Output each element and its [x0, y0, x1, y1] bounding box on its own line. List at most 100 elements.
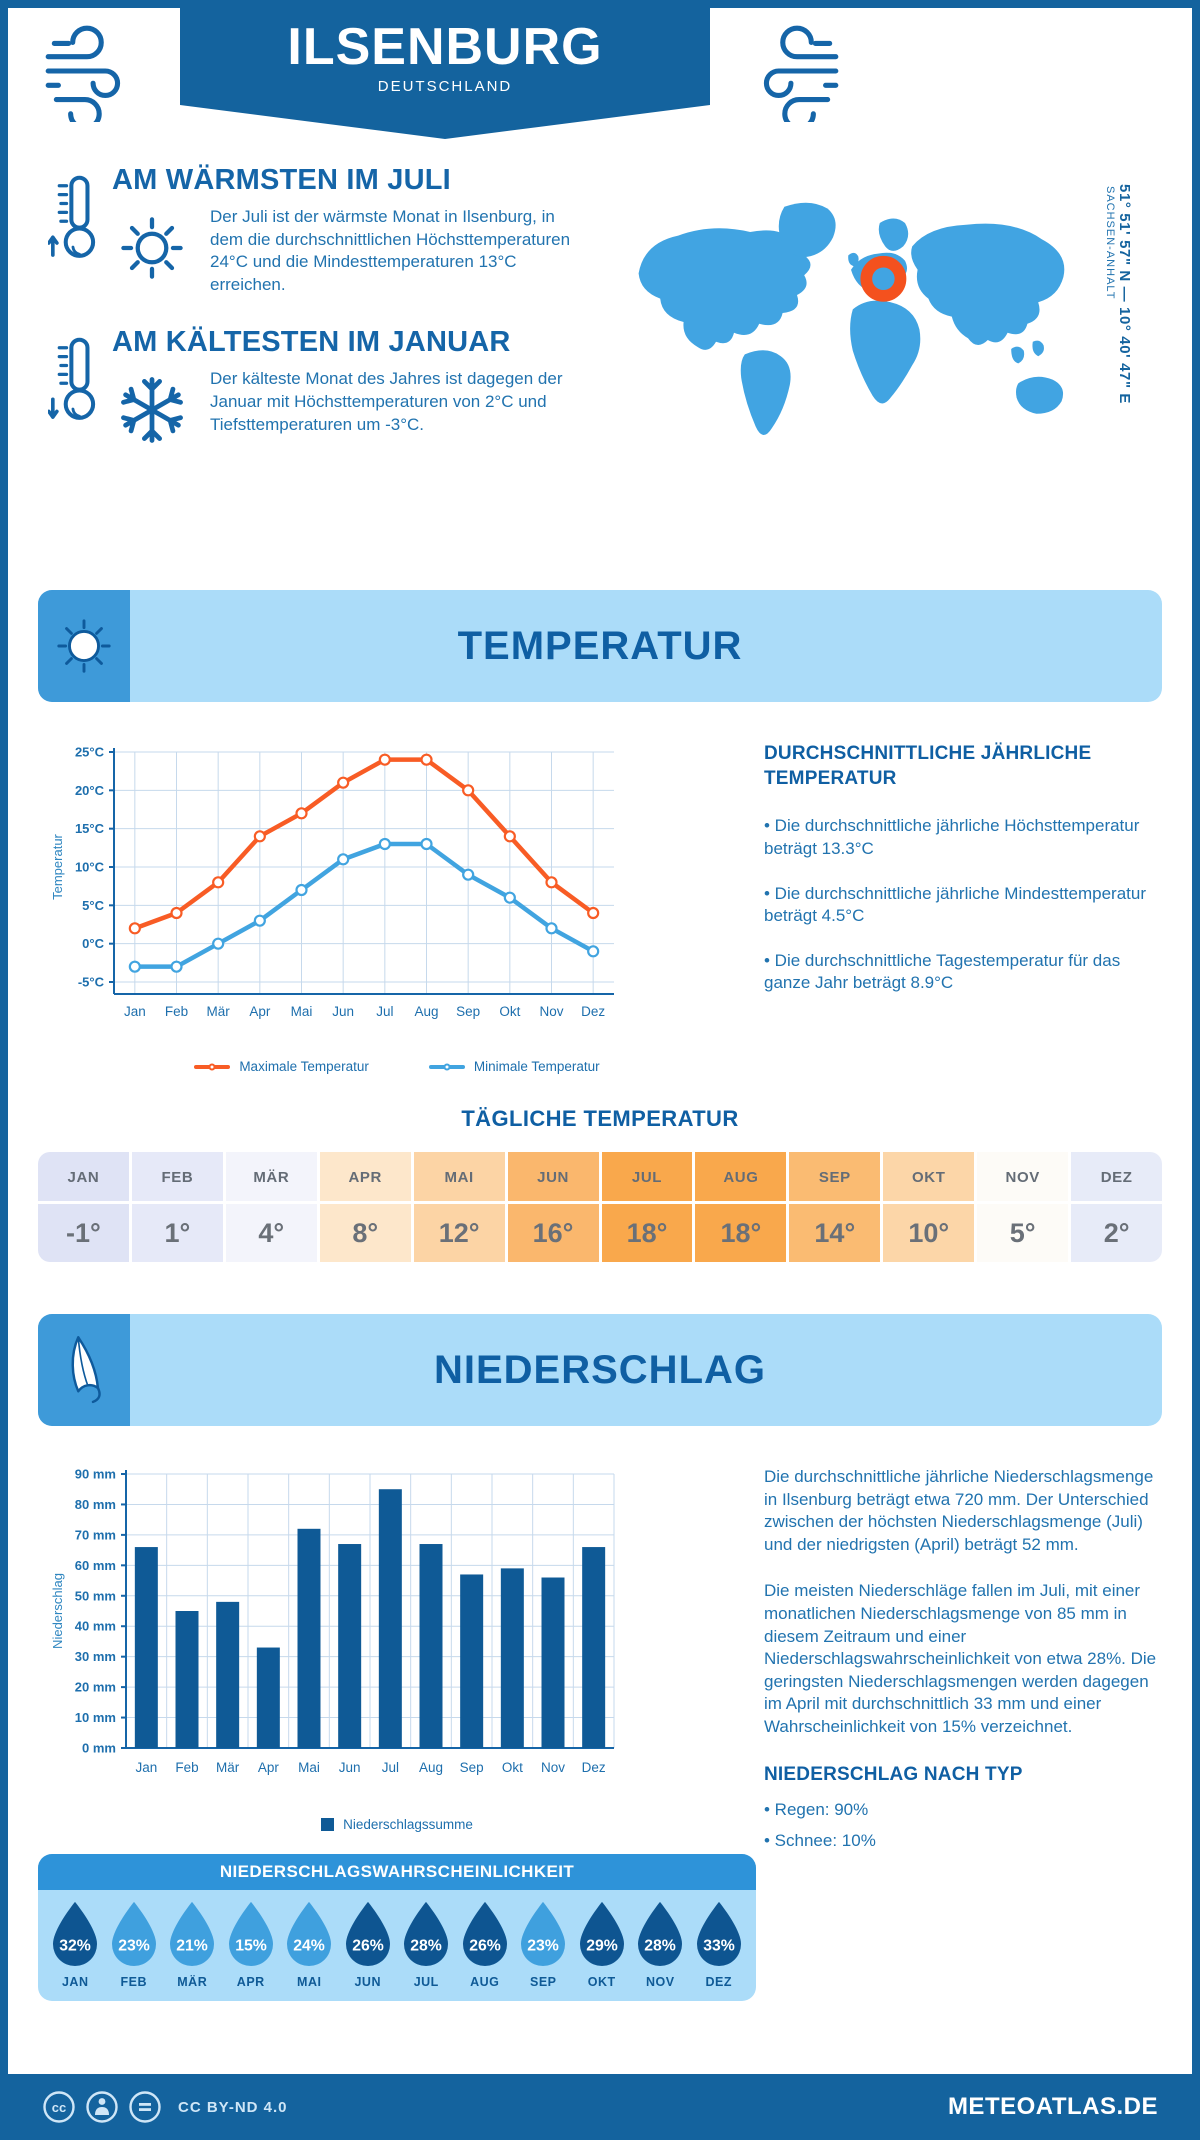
x-tick-label: Apr	[249, 1004, 271, 1019]
raindrop-icon: 21%	[170, 1901, 215, 1967]
bar	[500, 1568, 524, 1748]
bar	[256, 1647, 280, 1748]
legend-line-swatch	[194, 1063, 231, 1070]
y-tick-label: 20°C	[75, 783, 105, 798]
bar	[338, 1544, 362, 1748]
x-tick-label: Dez	[581, 1004, 605, 1019]
probability-month-label: JUL	[413, 1975, 439, 1989]
umbrella-icon	[71, 1336, 101, 1404]
raindrop-shape	[638, 1901, 683, 1967]
cc-nd-icon	[129, 2091, 161, 2123]
precip-paragraph: Die meisten Niederschläge fallen im Juli…	[764, 1581, 1157, 1737]
coordinates-text: 51° 51' 57" N — 10° 40' 47" E	[1116, 184, 1133, 405]
raindrop-icon: 29%	[579, 1901, 624, 1967]
y-tick-label: 10 mm	[75, 1710, 116, 1725]
data-point	[420, 753, 433, 766]
intro-section: AM WÄRMSTEN IM JULI Der Juli ist der wär…	[8, 140, 1192, 586]
precipitation-legend: Niederschlagssumme	[38, 1817, 756, 1832]
probability-drop-item: 33% DEZ	[690, 1900, 749, 1989]
probability-month-label: SEP	[529, 1975, 557, 1989]
month-header-cell: DEZ	[1071, 1152, 1162, 1204]
sun-icon	[121, 217, 183, 279]
legend-dot	[443, 1063, 451, 1070]
data-point	[170, 960, 183, 973]
x-tick-label: Apr	[258, 1760, 280, 1775]
y-tick-label: -5°C	[78, 975, 105, 990]
raindrop-icon: 32%	[53, 1901, 98, 1967]
data-point	[545, 922, 558, 935]
precipitation-probability-panel: NIEDERSCHLAGSWAHRSCHEINLICHKEIT 32% JAN 23…	[38, 1854, 756, 2001]
data-point	[378, 837, 391, 851]
precipitation-section: 0 mm 10 mm 20 mm 30 mm 40 mm 50 mm 60 mm 70 mm 8…	[8, 1426, 1192, 2001]
footer: cc CC BY-ND 4.0 METEOATLAS.DE	[8, 2074, 1192, 2140]
raindrop-shape	[170, 1901, 215, 1967]
raindrop-shape	[287, 1901, 332, 1967]
probability-drop-item: 15% APR	[222, 1900, 281, 1989]
raindrop-shape	[111, 1901, 156, 1967]
license-label: CC BY-ND 4.0	[178, 2098, 288, 2116]
raindrop-shape	[404, 1901, 449, 1967]
banner-point	[180, 105, 710, 139]
location-marker	[860, 255, 907, 302]
data-point	[170, 906, 183, 920]
probability-value: 26%	[352, 1938, 384, 1955]
legend-dot	[208, 1063, 216, 1070]
svg-text:cc: cc	[52, 2100, 66, 2115]
x-tick-label: Jun	[332, 1004, 354, 1019]
site-name: METEOATLAS.DE	[947, 2093, 1158, 2120]
legend-label: Maximale Temperatur	[239, 1059, 369, 1074]
map-column: 51° 51' 57" N — 10° 40' 47" E SACHSEN-AN…	[626, 164, 1192, 586]
cc-icon: cc	[43, 2091, 75, 2123]
probability-drops-row: 32% JAN 23% FEB 21% MÄR 15% APR 24% MAI 26% JUN 28% J…	[38, 1890, 756, 2001]
y-tick-label: 50 mm	[75, 1588, 116, 1603]
bar	[541, 1577, 565, 1748]
banner-icon-box	[38, 1314, 130, 1426]
raindrop-icon: 23%	[111, 1901, 156, 1967]
region-text: SACHSEN-ANHALT	[1104, 186, 1116, 300]
y-tick-label: 70 mm	[75, 1527, 116, 1542]
month-value-cell: 8°	[319, 1204, 414, 1262]
x-tick-label: Jun	[339, 1760, 361, 1775]
month-values-row: -1° 1° 4° 8° 12° 16° 18° 18° 14° 10° 5° 2°	[38, 1204, 1162, 1262]
page-title: ILSENBURG	[287, 18, 603, 76]
probability-title: NIEDERSCHLAGSWAHRSCHEINLICHKEIT	[38, 1854, 756, 1890]
raindrop-icon: 33%	[696, 1901, 741, 1967]
temperature-chart-column: -5°C 0°C 5°C 10°C 15°C 20°C 25°C Jan Feb Mär Apr Ma…	[38, 736, 756, 1074]
raindrop-icon: 26%	[462, 1901, 507, 1967]
x-tick-label: Sep	[456, 1004, 480, 1019]
raindrop-icon: 23%	[521, 1901, 566, 1967]
raindrop-shape	[462, 1901, 507, 1967]
x-tick-label: Jul	[382, 1760, 399, 1775]
month-value-cell: 14°	[789, 1204, 884, 1262]
raindrop-shape	[579, 1901, 624, 1967]
raindrop-shape	[521, 1901, 566, 1967]
data-point	[295, 807, 308, 820]
y-tick-label: 90 mm	[75, 1467, 116, 1482]
temperature-legend: Maximale Temperatur Minimale Temperatur	[38, 1059, 756, 1074]
warmest-text: Der Juli ist der wärmste Monat in Ilsenb…	[210, 207, 571, 294]
title-banner: ILSENBURG DEUTSCHLAND	[180, 8, 710, 139]
month-header-cell: JUL	[601, 1152, 696, 1204]
month-header-cell: FEB	[131, 1152, 226, 1204]
month-value-cell: 5°	[977, 1204, 1072, 1262]
y-tick-label: 25°C	[75, 745, 105, 760]
geo-coordinates-block: 51° 51' 57" N — 10° 40' 47" E SACHSEN-AN…	[1104, 170, 1133, 500]
daily-temperature-table: JAN FEB MÄR APR MAI JUN JUL AUG SEP OKT NOV DEZ -1°…	[38, 1152, 1162, 1262]
y-tick-label: 15°C	[75, 821, 105, 836]
temperature-banner: TEMPERATUR	[38, 590, 1162, 702]
x-tick-label: Dez	[582, 1760, 606, 1775]
x-tick-label: Feb	[175, 1760, 198, 1775]
probability-month-label: MÄR	[177, 1975, 208, 1989]
probability-month-label: APR	[236, 1975, 265, 1989]
probability-drop-item: 28% JUL	[397, 1900, 456, 1989]
x-tick-label: Jan	[124, 1004, 146, 1019]
probability-month-label: DEZ	[705, 1975, 732, 1989]
data-point	[128, 960, 141, 973]
y-tick-label: 60 mm	[75, 1558, 116, 1573]
thermometer-down-icon	[48, 338, 96, 421]
month-value-cell: 1°	[131, 1204, 226, 1262]
data-point	[587, 945, 600, 958]
coldest-text: Der kälteste Monat des Jahres ist dagege…	[210, 369, 563, 434]
probability-value: 23%	[527, 1938, 559, 1955]
month-value-cell: 16°	[507, 1204, 602, 1262]
